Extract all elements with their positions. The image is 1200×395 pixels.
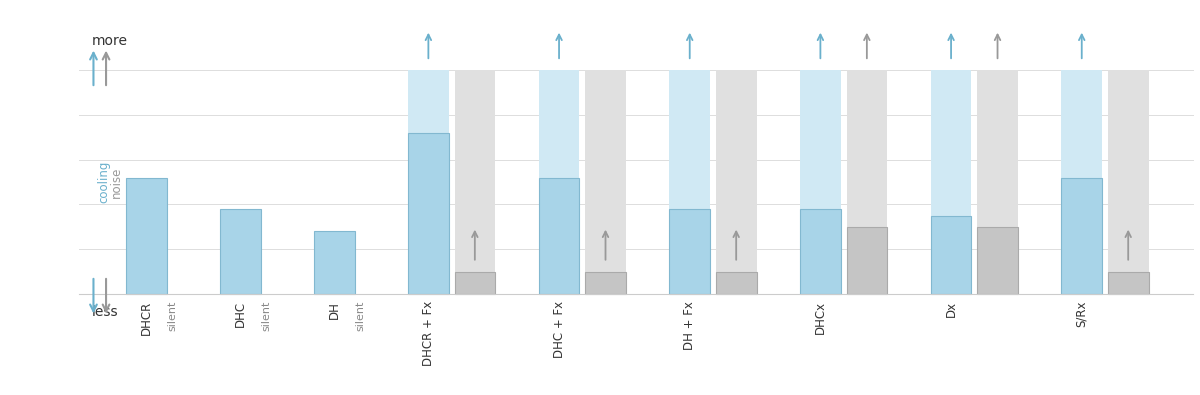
- Bar: [1062, 70, 1102, 294]
- Text: noise: noise: [110, 166, 122, 198]
- Bar: [126, 177, 167, 294]
- Bar: [670, 70, 710, 294]
- Text: DHC: DHC: [234, 301, 247, 327]
- Text: more: more: [91, 34, 127, 48]
- Bar: [846, 227, 887, 294]
- Bar: [408, 70, 449, 294]
- Bar: [800, 209, 841, 294]
- Text: cooling: cooling: [97, 161, 110, 203]
- Bar: [408, 133, 449, 294]
- Bar: [977, 70, 1018, 294]
- Bar: [931, 216, 971, 294]
- Bar: [539, 177, 580, 294]
- Bar: [670, 209, 710, 294]
- Text: silent: silent: [168, 301, 178, 331]
- Bar: [314, 231, 355, 294]
- Text: Dx: Dx: [944, 301, 958, 317]
- Bar: [455, 271, 496, 294]
- Bar: [716, 70, 756, 294]
- Bar: [977, 227, 1018, 294]
- Text: silent: silent: [262, 301, 271, 331]
- Text: DH + Fx: DH + Fx: [683, 301, 696, 350]
- Bar: [931, 70, 971, 294]
- Bar: [586, 271, 626, 294]
- Text: DH: DH: [328, 301, 341, 318]
- Bar: [1108, 271, 1148, 294]
- Text: DHCR + Fx: DHCR + Fx: [422, 301, 434, 366]
- Text: S/Rx: S/Rx: [1075, 301, 1088, 327]
- Text: less: less: [91, 305, 118, 319]
- Text: silent: silent: [355, 301, 366, 331]
- Bar: [716, 271, 756, 294]
- Bar: [455, 70, 496, 294]
- Bar: [221, 209, 260, 294]
- Bar: [846, 70, 887, 294]
- Bar: [800, 70, 841, 294]
- Bar: [539, 70, 580, 294]
- Bar: [586, 70, 626, 294]
- Text: DHCx: DHCx: [814, 301, 827, 334]
- Text: DHC + Fx: DHC + Fx: [552, 301, 565, 358]
- Text: DHCR: DHCR: [140, 301, 154, 335]
- Bar: [1108, 70, 1148, 294]
- Bar: [1062, 177, 1102, 294]
